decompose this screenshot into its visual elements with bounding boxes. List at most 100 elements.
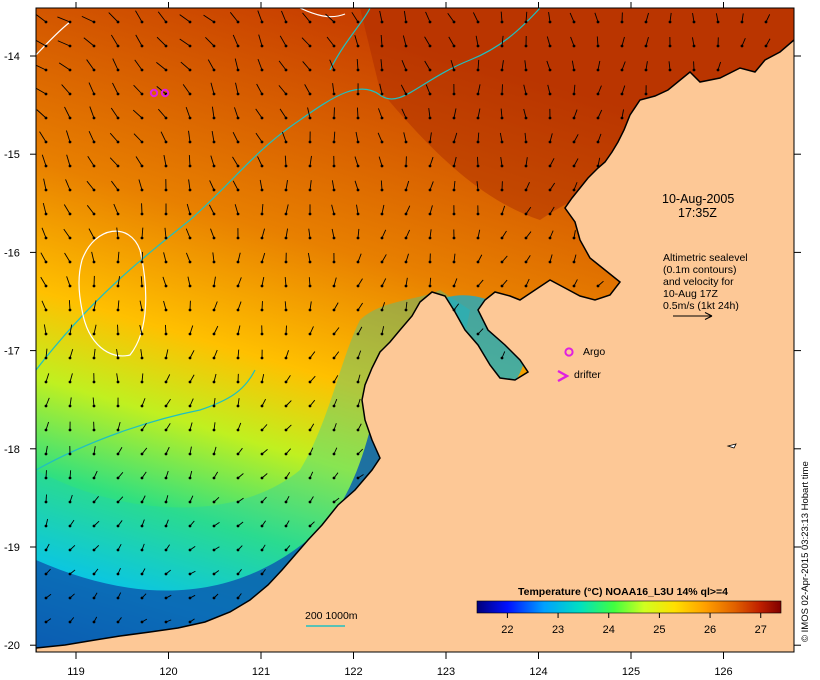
velocity-arrow-head: [188, 308, 192, 312]
velocity-arrow: [524, 132, 527, 143]
velocity-arrow-head: [140, 428, 144, 432]
velocity-arrow: [741, 13, 744, 23]
velocity-arrow: [424, 36, 431, 47]
velocity-arrow: [477, 132, 480, 143]
velocity-arrow: [381, 254, 387, 263]
velocity-arrow-head: [188, 92, 192, 96]
velocity-arrow: [132, 109, 143, 119]
velocity-arrow-head: [164, 548, 168, 552]
velocity-arrow-head: [284, 500, 288, 504]
velocity-arrow-head: [308, 116, 312, 120]
velocity-arrow-head: [236, 284, 240, 288]
velocity-arrow-head: [68, 236, 72, 240]
velocity-arrow: [57, 16, 71, 23]
velocity-arrow: [302, 12, 311, 23]
velocity-arrow: [333, 277, 337, 287]
velocity-arrow: [333, 131, 336, 143]
velocity-arrow-head: [716, 68, 720, 72]
velocity-arrow-head: [332, 284, 336, 288]
velocity-arrow-head: [260, 572, 264, 576]
velocity-arrow: [232, 156, 239, 167]
velocity-arrow-head: [164, 452, 168, 456]
velocity-arrow: [116, 227, 119, 239]
velocity-arrow: [57, 40, 71, 47]
velocity-arrow-head: [92, 212, 96, 216]
velocity-arrow-head: [308, 524, 312, 528]
velocity-arrow-head: [236, 332, 240, 336]
velocity-arrow-head: [212, 284, 216, 288]
velocity-arrow: [93, 324, 97, 335]
altimetry-note-line-1: Altimetric sealevel: [663, 252, 748, 264]
velocity-arrow: [229, 12, 239, 23]
velocity-arrow-head: [500, 260, 504, 264]
velocity-arrow-head: [92, 260, 96, 264]
velocity-arrow-head: [284, 356, 288, 360]
velocity-arrow-head: [356, 68, 360, 72]
velocity-arrow-head: [596, 44, 600, 48]
velocity-arrow-head: [140, 116, 144, 120]
velocity-arrow: [188, 130, 191, 143]
velocity-arrow-head: [716, 44, 720, 48]
velocity-arrow: [596, 36, 599, 47]
velocity-arrow: [189, 325, 194, 335]
velocity-arrow: [524, 60, 527, 71]
velocity-arrow-head: [572, 284, 576, 288]
velocity-arrow: [597, 133, 602, 143]
velocity-arrow: [573, 84, 576, 95]
velocity-arrow: [501, 35, 504, 47]
velocity-arrow-head: [284, 44, 288, 48]
velocity-arrow: [257, 10, 263, 23]
reference-arrow: [673, 312, 713, 320]
velocity-arrow-head: [284, 284, 288, 288]
velocity-arrow-head: [428, 188, 432, 192]
map-frame: [35, 7, 795, 653]
velocity-arrow: [109, 157, 119, 167]
velocity-arrow-head: [332, 20, 336, 24]
lon-tick-label: 124: [529, 666, 547, 678]
velocity-arrow-head: [164, 596, 168, 600]
velocity-arrow-head: [380, 260, 384, 264]
velocity-arrow: [141, 373, 144, 383]
velocity-arrow-head: [140, 236, 144, 240]
velocity-arrow: [429, 132, 432, 143]
velocity-arrow-head: [308, 188, 312, 192]
velocity-arrow: [573, 134, 579, 143]
velocity-arrow: [234, 58, 239, 71]
velocity-arrow: [188, 179, 191, 191]
velocity-arrow-head: [332, 92, 336, 96]
velocity-arrow-head: [140, 212, 144, 216]
velocity-arrow-head: [44, 404, 48, 408]
colorbar-tick-label: 26: [704, 624, 716, 636]
velocity-arrow: [597, 60, 601, 71]
velocity-arrow-head: [164, 572, 168, 576]
velocity-arrow: [594, 12, 599, 23]
velocity-arrow-head: [356, 44, 360, 48]
velocity-arrow-head: [260, 20, 264, 24]
velocity-arrow: [36, 87, 47, 95]
velocity-arrow-head: [140, 476, 144, 480]
velocity-arrow: [237, 252, 241, 263]
velocity-arrow-head: [236, 452, 240, 456]
argo-float-2: [160, 88, 170, 98]
velocity-arrow: [669, 12, 672, 23]
velocity-arrow: [548, 11, 551, 23]
velocity-arrow-head: [572, 116, 576, 120]
velocity-arrow: [425, 84, 431, 95]
velocity-arrow: [163, 154, 167, 167]
velocity-arrow: [42, 202, 47, 215]
velocity-arrow-head: [308, 212, 312, 216]
velocity-arrow-head: [260, 404, 264, 408]
velocity-arrow-head: [188, 572, 192, 576]
velocity-arrow: [523, 108, 527, 119]
velocity-arrow-head: [356, 20, 360, 24]
velocity-arrow-head: [92, 500, 96, 504]
velocity-arrow-head: [284, 476, 288, 480]
velocity-arrow-head: [212, 548, 216, 552]
velocity-arrow: [112, 58, 119, 71]
velocity-arrow: [156, 61, 167, 71]
velocity-arrow-head: [260, 44, 264, 48]
velocity-arrow: [110, 34, 119, 47]
velocity-arrow-head: [692, 68, 696, 72]
velocity-arrow-head: [92, 308, 96, 312]
sealevel-contour-north: [299, 8, 346, 18]
